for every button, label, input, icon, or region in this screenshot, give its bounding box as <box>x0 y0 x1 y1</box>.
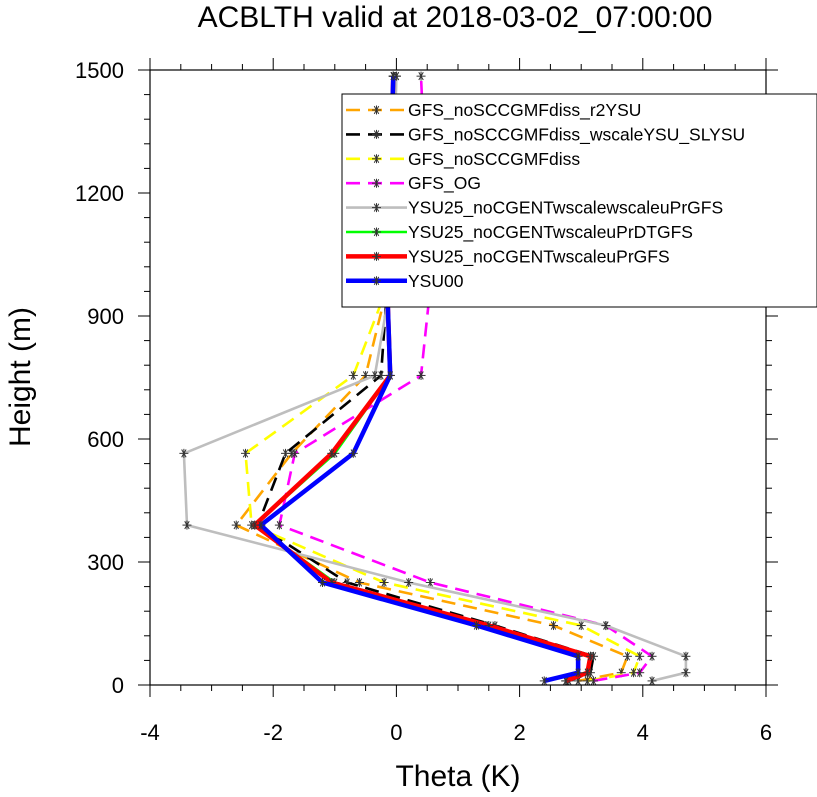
legend-label-4: GFS_OG <box>408 173 481 194</box>
tick-labels: -4 -2 0 2 4 6 0 300 600 900 1200 1500 <box>75 58 772 745</box>
series-8-point <box>388 71 398 81</box>
series-5-point <box>681 651 691 661</box>
series-8-point <box>573 651 583 661</box>
series-2-point <box>281 448 291 458</box>
legend-marker-7 <box>372 251 381 261</box>
series-4-point <box>274 520 284 530</box>
series-3-point <box>635 651 645 661</box>
series-1-point <box>548 621 558 631</box>
series-5-point <box>404 578 414 587</box>
series-8-point <box>539 676 549 686</box>
series-8-point <box>348 448 358 458</box>
series-line-4 <box>278 76 654 683</box>
chart-title: ACBLTH valid at 2018-03-02_07:00:00 <box>198 1 713 34</box>
series-4-point <box>290 448 300 458</box>
legend-marker-4 <box>372 178 381 188</box>
series-4-point <box>647 651 657 661</box>
y-tick-label: 600 <box>87 427 124 452</box>
y-tick-label: 1200 <box>75 181 124 206</box>
series-5-point <box>370 370 380 380</box>
series-2-point <box>376 370 386 380</box>
series-5-point <box>681 668 691 678</box>
x-tick-label: -4 <box>140 720 160 745</box>
series-5-point <box>601 621 611 631</box>
series-4-point <box>425 578 435 587</box>
x-tick-label: 0 <box>390 720 402 745</box>
series-line-8 <box>258 76 581 684</box>
legend-marker-2 <box>372 129 381 139</box>
series-3-point <box>379 578 389 587</box>
legend-label-3: GFS_noSCCGMFdiss <box>408 149 580 170</box>
legend-label-8: YSU00 <box>408 271 464 291</box>
y-tick-label: 0 <box>112 673 124 698</box>
legend-label-2: GFS_noSCCGMFdiss_wscaleYSU_SLYSU <box>408 124 745 145</box>
series-5-point <box>179 448 189 458</box>
x-tick-label: 4 <box>637 720 649 745</box>
series-7-point <box>327 448 337 458</box>
y-tick-label: 900 <box>87 304 124 329</box>
legend-label-7: YSU25_noCGENTwscaleuPrGFS <box>408 246 670 267</box>
legend-label-5: YSU25_noCGENTwscalewscaleuPrGFS <box>408 198 723 219</box>
series-1-point <box>354 578 364 587</box>
legend-marker-1 <box>372 105 381 115</box>
series-5-point <box>182 520 192 530</box>
legend-label-1: GFS_noSCCGMFdiss_r2YSU <box>408 100 641 121</box>
legend: GFS_noSCCGMFdiss_r2YSU GFS_noSCCGMFdiss_w… <box>341 93 817 308</box>
series-3-point <box>348 370 358 380</box>
y-axis-title: Height (m) <box>4 307 37 447</box>
series-3-point <box>576 621 586 631</box>
series-4-point <box>416 370 426 380</box>
legend-marker-8 <box>372 276 381 286</box>
y-tick-label: 300 <box>87 550 124 575</box>
series-3-point <box>240 448 250 458</box>
series-8-point <box>385 370 395 380</box>
y-tick-label: 1500 <box>75 58 124 83</box>
series-1-point <box>231 520 241 530</box>
series-8-point <box>573 668 583 678</box>
series-8-point <box>317 578 327 587</box>
legend-marker-3 <box>372 154 381 164</box>
series-4-point <box>635 668 645 678</box>
x-tick-label: -2 <box>263 720 283 745</box>
series-4-point <box>589 676 599 686</box>
series-7-point <box>585 651 595 661</box>
x-tick-label: 2 <box>513 720 525 745</box>
series-7-point <box>582 668 592 678</box>
series-line-3 <box>244 76 642 683</box>
series-line-2 <box>256 76 595 683</box>
legend-box <box>341 93 817 308</box>
x-tick-label: 6 <box>760 720 772 745</box>
series-8-point <box>256 520 266 530</box>
legend-marker-5 <box>372 203 381 213</box>
series-8-point <box>471 621 481 631</box>
series-1-point <box>622 651 632 661</box>
legend-label-6: YSU25_noCGENTwscaleuPrDTGFS <box>408 222 693 243</box>
series-line-5 <box>182 76 688 683</box>
series-5-point <box>647 676 657 686</box>
series-4-point <box>416 71 426 81</box>
legend-items: GFS_noSCCGMFdiss_r2YSU GFS_noSCCGMFdiss_w… <box>346 100 745 291</box>
x-axis-title: Theta (K) <box>395 760 520 793</box>
legend-marker-6 <box>372 227 381 237</box>
